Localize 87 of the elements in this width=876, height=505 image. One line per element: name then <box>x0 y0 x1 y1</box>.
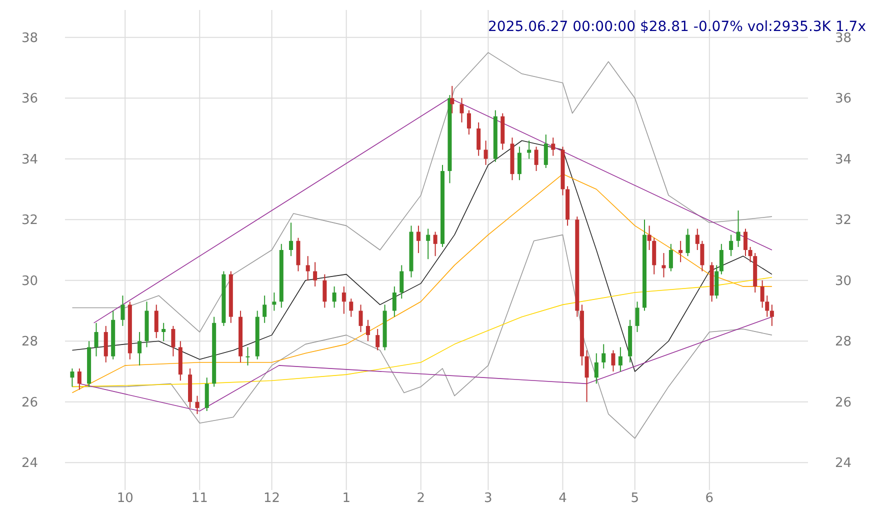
candlestick <box>322 274 327 308</box>
y-tick-label: 26 <box>21 395 38 410</box>
candlestick <box>162 322 166 342</box>
candlestick <box>70 368 74 388</box>
candlestick <box>94 322 98 357</box>
candlestick <box>306 256 310 281</box>
candlestick <box>719 243 724 275</box>
candlestick <box>743 228 748 257</box>
x-tick-label: 10 <box>116 491 134 505</box>
x-tick-label: 3 <box>484 491 492 505</box>
candlestick <box>662 252 666 278</box>
candlestick <box>262 295 267 324</box>
candlestick <box>544 134 548 168</box>
candlestick <box>647 225 652 250</box>
candlestick <box>765 295 770 318</box>
candlestick <box>342 286 346 314</box>
x-tick-label: 6 <box>705 491 714 505</box>
x-tick-label: 12 <box>264 491 280 505</box>
candlestick <box>466 110 471 136</box>
candlestick <box>678 240 683 263</box>
line-series <box>72 52 772 332</box>
candlestick <box>426 228 430 260</box>
candlestick <box>154 304 158 339</box>
candlestick <box>770 304 774 326</box>
line-series <box>72 174 772 394</box>
candlestick <box>686 228 690 257</box>
candlestick <box>77 368 82 390</box>
candlestick <box>246 346 250 366</box>
x-tick-label: 2 <box>416 491 426 505</box>
y2-tick-label: 24 <box>835 456 852 472</box>
y2-tick-label: 38 <box>835 30 852 46</box>
candlestick <box>332 286 336 308</box>
candlestick <box>376 328 380 351</box>
candlestick <box>358 304 363 333</box>
candlestick <box>392 286 396 318</box>
y-tick-label: 28 <box>21 334 38 350</box>
x-tick-label: 11 <box>191 491 208 505</box>
candlestick <box>433 231 438 257</box>
y-tick-label: 36 <box>21 92 38 107</box>
x-tick-label: 5 <box>630 491 640 505</box>
candlestick <box>476 122 481 156</box>
candlestick <box>313 262 318 287</box>
candlestick <box>349 298 354 318</box>
candlestick <box>400 264 404 300</box>
candlestick <box>668 243 673 272</box>
y2-tick-label: 26 <box>835 395 852 410</box>
candlestick <box>460 98 464 123</box>
candlestick <box>450 85 454 114</box>
candlestick <box>416 225 420 254</box>
candlestick <box>527 140 532 160</box>
candlestick <box>618 346 622 372</box>
candlestick <box>736 210 740 248</box>
candlestick <box>635 301 640 333</box>
y-tick-label: 38 <box>21 30 38 46</box>
candlestick <box>484 140 488 166</box>
line-series <box>72 140 772 372</box>
y-tick-label: 32 <box>21 213 38 228</box>
x-tick-label: 4 <box>558 491 567 505</box>
x-tick-label: 1 <box>342 491 350 505</box>
candlestick <box>584 350 589 402</box>
y2-tick-label: 28 <box>835 334 852 350</box>
candlestick <box>534 146 538 172</box>
candlestick <box>748 246 752 263</box>
candlestick <box>695 228 700 250</box>
y-tick-label: 30 <box>21 274 38 289</box>
line-series <box>72 276 772 388</box>
candlestick <box>120 295 125 326</box>
candlestick <box>602 344 606 369</box>
y2-tick-label: 32 <box>835 213 852 228</box>
candlestick <box>171 325 176 357</box>
candlestick <box>517 146 522 181</box>
candlestick <box>366 319 370 342</box>
candlestick <box>611 350 616 372</box>
y2-tick-label: 34 <box>835 152 852 168</box>
y2-tick-label: 36 <box>835 92 852 107</box>
candlestick <box>594 352 598 384</box>
candlestick <box>195 395 200 415</box>
candlestick <box>551 137 556 156</box>
candlestick <box>138 332 142 366</box>
y2-tick-label: 30 <box>835 274 852 289</box>
candlestick <box>760 280 764 308</box>
candlestick <box>700 240 704 272</box>
candlestick <box>729 234 734 257</box>
y-tick-label: 24 <box>21 456 38 472</box>
candlestick <box>272 292 276 312</box>
y-tick-label: 34 <box>21 152 38 168</box>
candlestick <box>289 222 294 257</box>
